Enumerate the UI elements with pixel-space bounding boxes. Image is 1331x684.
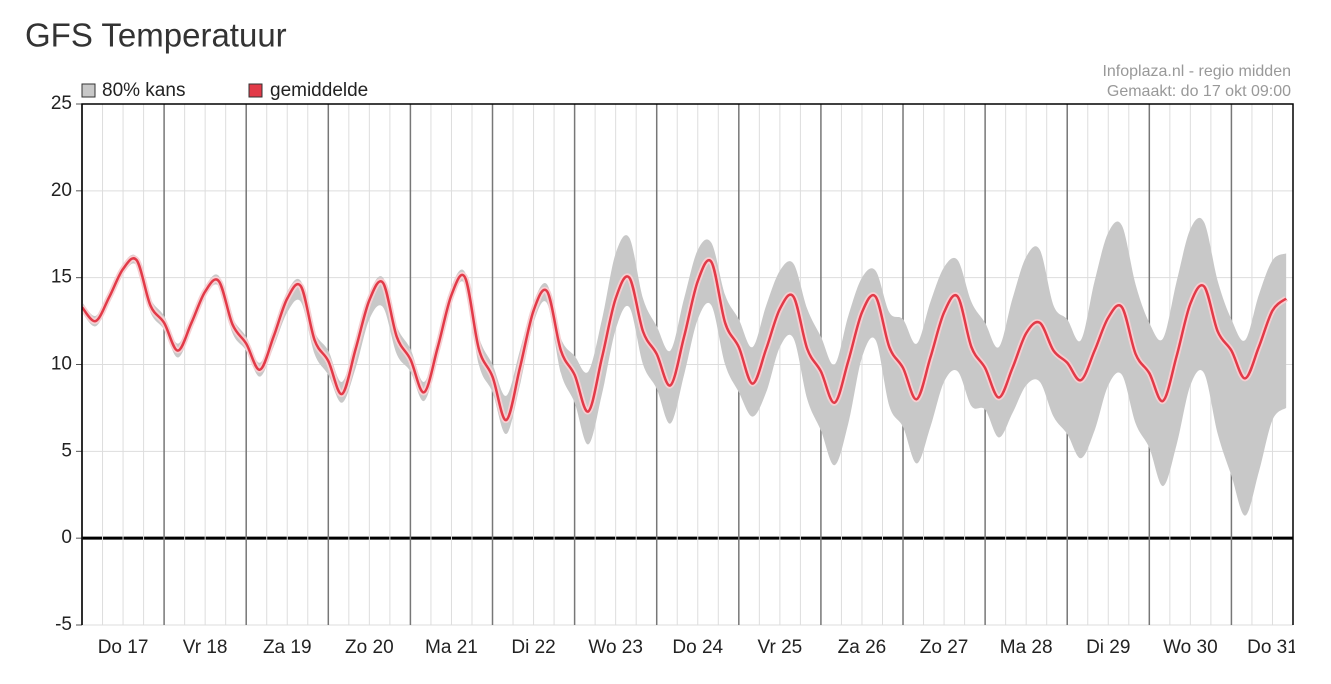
y-tick-label: 15 [51,267,72,288]
x-tick-label: Ma 28 [1000,637,1053,658]
x-tick-label: Do 24 [672,637,723,658]
x-tick-label: Do 17 [98,637,149,658]
x-tick-label: Ma 21 [425,637,478,658]
annotation: Infoplaza.nl - regio midden [1102,63,1291,80]
x-tick-label: Vr 18 [183,637,228,658]
plot [82,217,1289,516]
chart-title: GFS Temperatuur [25,17,287,54]
x-tick-label: Vr 25 [758,637,803,658]
band-area [82,217,1287,516]
legend-label: 80% kans [102,80,185,101]
x-labels: Do 17 Vr 18 Za 19 Zo 20 Ma 21 Di 22 Wo 23 Do 24… [98,637,1298,658]
x-tick-label: Do 31 [1247,637,1298,658]
x-tick-label: Za 19 [263,637,312,658]
y-tick-label: 5 [61,440,72,461]
y-tick-label: 25 [51,93,72,114]
x-tick-label: Wo 30 [1163,637,1218,658]
legend-swatch [248,83,263,98]
legend-label: gemiddelde [270,80,368,101]
x-tick-label: Zo 20 [345,637,394,658]
x-tick-label: Wo 23 [588,637,643,658]
y-tick-label: -5 [55,614,72,635]
x-tick-label: Zo 27 [920,637,969,658]
plot-frame [81,103,1294,625]
y-tick-label: 10 [51,354,72,375]
x-tick-label: Za 26 [838,637,887,658]
y-tick-label: 0 [61,527,72,548]
line [82,257,1287,422]
x-tick-label: Di 29 [1086,637,1130,658]
axes: -5 0 5 10 15 20 25 [51,93,1294,635]
x-tick-label: Di 22 [511,637,555,658]
annotation: Gemaakt: do 17 okt 09:00 [1107,83,1291,100]
grid [81,103,1293,626]
legend-swatch [81,83,96,98]
y-tick-label: 20 [51,180,72,201]
